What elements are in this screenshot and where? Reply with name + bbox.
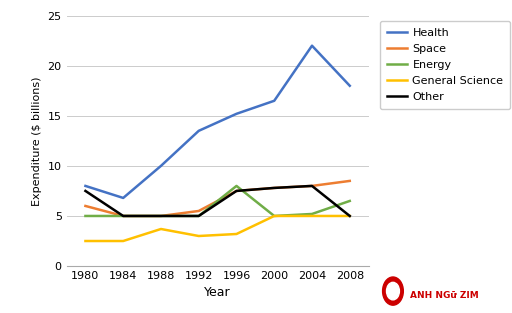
Other [158,214,164,218]
Energy [82,214,89,218]
Line: General Science: General Science [86,216,350,241]
General Science [233,232,240,236]
Energy [196,214,202,218]
Space [233,189,240,193]
Legend: Health, Space, Energy, General Science, Other: Health, Space, Energy, General Science, … [380,21,510,109]
General Science [120,239,126,243]
Other [309,184,315,188]
Health [271,99,278,103]
Health [233,112,240,116]
Health [196,129,202,133]
Line: Other: Other [86,186,350,216]
Health [120,196,126,200]
Line: Energy: Energy [86,186,350,216]
Other [196,214,202,218]
Space [271,186,278,190]
General Science [347,214,353,218]
Energy [271,214,278,218]
Space [158,214,164,218]
Circle shape [387,282,399,300]
Space [309,184,315,188]
Energy [233,184,240,188]
Energy [309,212,315,216]
Line: Space: Space [86,181,350,216]
Other [120,214,126,218]
Energy [120,214,126,218]
Energy [158,214,164,218]
General Science [271,214,278,218]
Line: Health: Health [86,46,350,198]
General Science [196,234,202,238]
Health [82,184,89,188]
Other [233,189,240,193]
X-axis label: Year: Year [204,286,231,300]
General Science [82,239,89,243]
Y-axis label: Expenditure ($ billions): Expenditure ($ billions) [32,76,42,206]
General Science [309,214,315,218]
Space [347,179,353,183]
Health [347,84,353,88]
Space [120,214,126,218]
Space [82,204,89,208]
Text: ANH NGữ ZIM: ANH NGữ ZIM [410,291,478,300]
Other [271,186,278,190]
Health [158,164,164,168]
General Science [158,227,164,231]
Space [196,209,202,213]
Other [347,214,353,218]
Energy [347,199,353,203]
Circle shape [382,277,403,305]
Health [309,44,315,48]
Other [82,189,89,193]
